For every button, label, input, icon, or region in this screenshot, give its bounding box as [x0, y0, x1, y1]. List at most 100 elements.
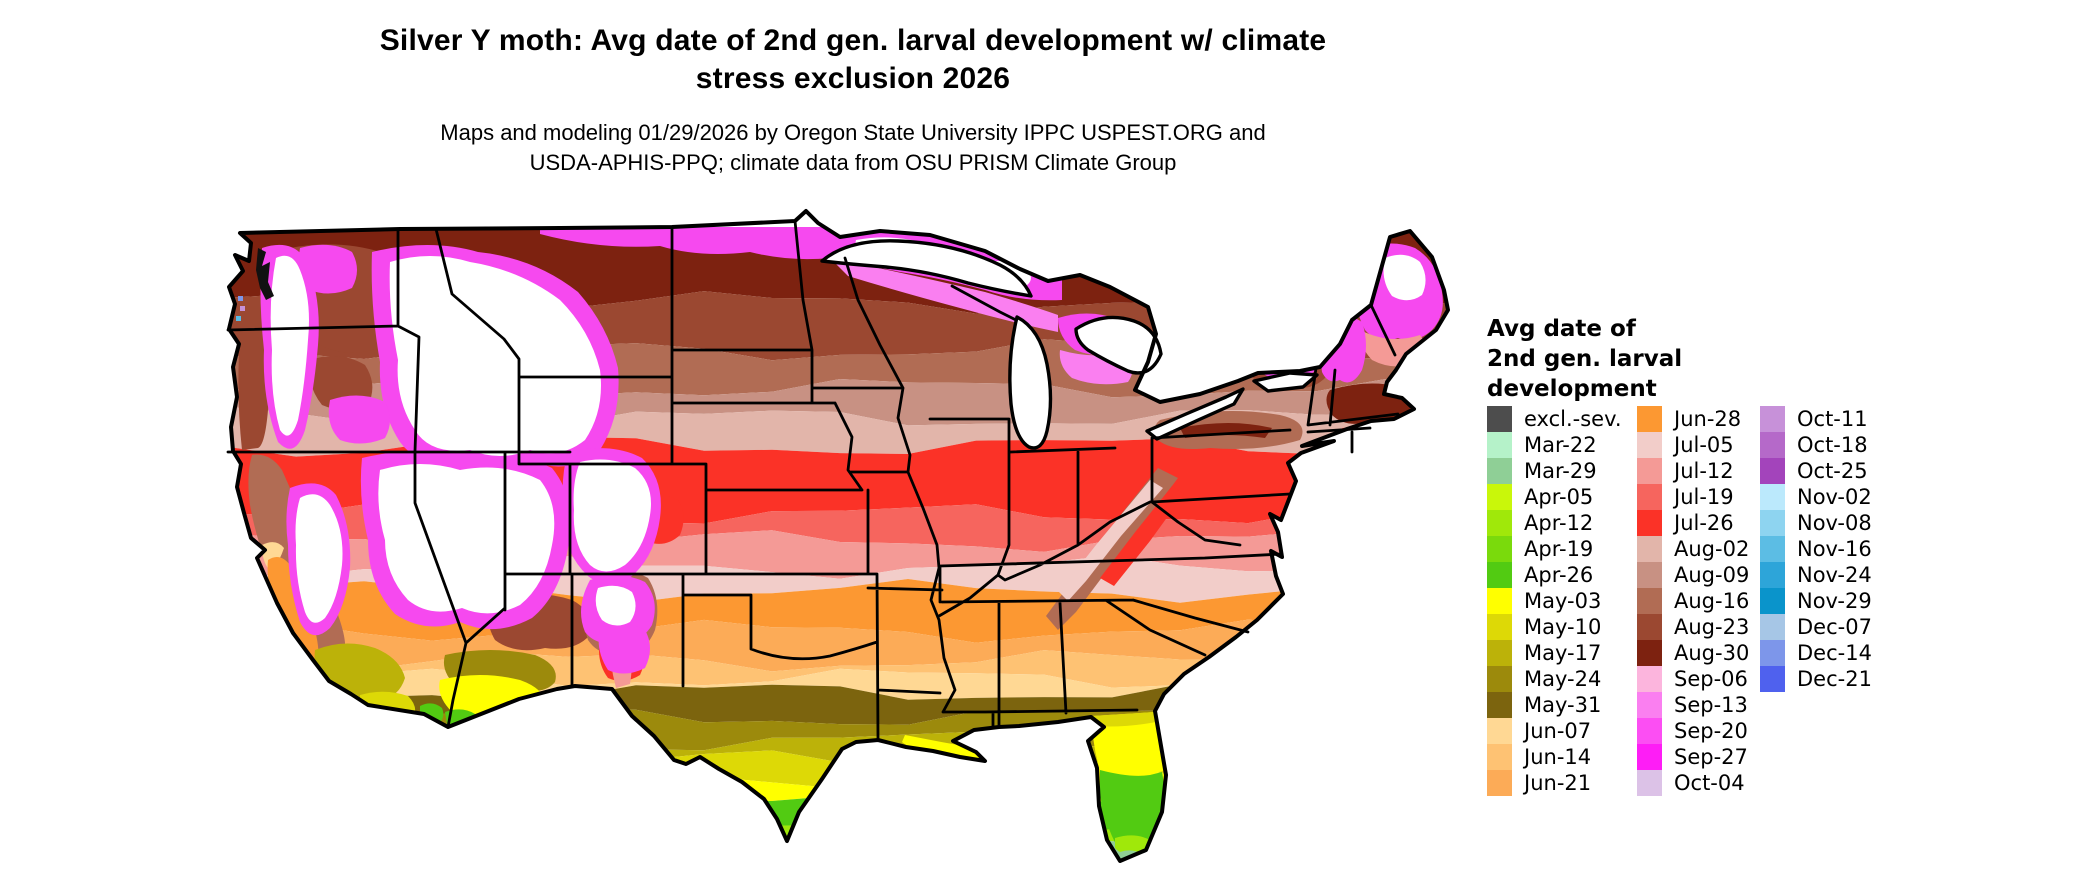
- legend-label: Aug-16: [1674, 589, 1750, 613]
- legend-row: Apr-26: [1487, 562, 1622, 588]
- legend-row: Nov-08: [1760, 510, 1872, 536]
- legend-label: excl.-sev.: [1524, 407, 1622, 431]
- legend-row: Nov-24: [1760, 562, 1872, 588]
- us-outline: [227, 209, 1450, 863]
- legend-row: Apr-19: [1487, 536, 1622, 562]
- legend-label: Dec-14: [1797, 641, 1872, 665]
- legend-label: Sep-06: [1674, 667, 1748, 691]
- map-band-Mar-29: [229, 835, 1448, 861]
- legend-color-swatch: [1487, 588, 1512, 614]
- legend-color-swatch: [1760, 562, 1785, 588]
- map-band-Apr-26: [229, 787, 1448, 841]
- legend-color-swatch: [1637, 484, 1662, 510]
- legend-color-swatch: [1487, 718, 1512, 744]
- legend-label: Jul-12: [1674, 459, 1734, 483]
- legend-row: Oct-11: [1760, 406, 1872, 432]
- legend-label: Dec-07: [1797, 615, 1872, 639]
- legend-color-swatch: [1637, 744, 1662, 770]
- legend-row: Aug-09: [1637, 562, 1749, 588]
- legend-color-swatch: [1487, 484, 1512, 510]
- legend-label: Jun-28: [1674, 407, 1742, 431]
- legend-row: Mar-29: [1487, 458, 1622, 484]
- legend-row: Nov-29: [1760, 588, 1872, 614]
- legend-color-swatch: [1487, 562, 1512, 588]
- legend-color-swatch: [1637, 588, 1662, 614]
- legend-row: Nov-02: [1760, 484, 1872, 510]
- legend-label: Jul-05: [1674, 433, 1734, 457]
- legend-column-3: Oct-11 Oct-18 Oct-25 Nov-02 Nov-08 Nov-16 Nov-…: [1760, 406, 1872, 692]
- legend-color-swatch: [1637, 692, 1662, 718]
- legend-color-swatch: [1637, 406, 1662, 432]
- legend-color-swatch: [1487, 536, 1512, 562]
- legend-label: May-31: [1524, 693, 1602, 717]
- legend-row: Jul-19: [1637, 484, 1749, 510]
- legend-color-swatch: [1487, 692, 1512, 718]
- legend-label: Oct-04: [1674, 771, 1745, 795]
- legend-color-swatch: [1487, 406, 1512, 432]
- legend-label: Oct-18: [1797, 433, 1868, 457]
- legend-row: May-10: [1487, 614, 1622, 640]
- page-title-line-1: Silver Y moth: Avg date of 2nd gen. larv…: [379, 24, 1327, 57]
- legend-label: Sep-13: [1674, 693, 1748, 717]
- page-title: Silver Y moth: Avg date of 2nd gen. larv…: [0, 22, 1706, 98]
- legend-label: Nov-02: [1797, 485, 1872, 509]
- legend-row: Oct-04: [1637, 770, 1749, 796]
- legend-row: Sep-06: [1637, 666, 1749, 692]
- page-subtitle-line-1: Maps and modeling 01/29/2026 by Oregon S…: [440, 120, 1266, 145]
- legend-label: Nov-29: [1797, 589, 1872, 613]
- legend-row: Jun-28: [1637, 406, 1749, 432]
- lake-superior: [820, 239, 1033, 298]
- legend-color-swatch: [1637, 718, 1662, 744]
- legend-label: Apr-26: [1524, 563, 1594, 587]
- puget-sound-water: [256, 248, 274, 300]
- legend-row: Jul-26: [1637, 510, 1749, 536]
- legend-label: May-17: [1524, 641, 1602, 665]
- legend-color-swatch: [1637, 666, 1662, 692]
- legend-label: Dec-21: [1797, 667, 1872, 691]
- lake-michigan: [1008, 315, 1053, 450]
- legend-column-2: Jun-28 Jul-05 Jul-12 Jul-19 Jul-26 Aug-02 Aug-…: [1637, 406, 1749, 796]
- legend-color-swatch: [1487, 666, 1512, 692]
- legend-row: Sep-13: [1637, 692, 1749, 718]
- great-lakes: [820, 239, 1319, 450]
- legend-label: Jun-21: [1524, 771, 1592, 795]
- legend-title: Avg date of 2nd gen. larval development: [1487, 314, 1747, 404]
- legend-title-line-1: Avg date of: [1487, 316, 1636, 342]
- legend-row: Apr-05: [1487, 484, 1622, 510]
- map-band-May-10: [229, 750, 1448, 789]
- page-title-line-2: stress exclusion 2026: [695, 62, 1011, 95]
- map-band-Apr-12: [229, 817, 1448, 858]
- legend-label: May-03: [1524, 589, 1602, 613]
- map-band-Jul-12: [229, 530, 1448, 579]
- page-subtitle-line-2: USDA-APHIS-PPQ; climate data from OSU PR…: [529, 150, 1177, 175]
- legend-label: Aug-02: [1674, 537, 1750, 561]
- legend-label: May-10: [1524, 615, 1602, 639]
- legend-label: Jun-14: [1524, 745, 1592, 769]
- legend-label: Aug-30: [1674, 641, 1750, 665]
- legend-row: Apr-12: [1487, 510, 1622, 536]
- legend-color-swatch: [1760, 406, 1785, 432]
- lake-ontario: [1252, 371, 1319, 393]
- legend-row: Oct-18: [1760, 432, 1872, 458]
- legend-label: Aug-23: [1674, 615, 1750, 639]
- legend-row: Jun-14: [1487, 744, 1622, 770]
- legend-row: Dec-07: [1760, 614, 1872, 640]
- legend-row: Sep-20: [1637, 718, 1749, 744]
- legend-label: Nov-08: [1797, 511, 1872, 535]
- legend-color-swatch: [1487, 640, 1512, 666]
- legend-label: Jul-19: [1674, 485, 1734, 509]
- legend-color-swatch: [1487, 744, 1512, 770]
- legend-label: Apr-19: [1524, 537, 1594, 561]
- legend-row: Jul-05: [1637, 432, 1749, 458]
- legend-row: Mar-22: [1487, 432, 1622, 458]
- legend-color-swatch: [1487, 770, 1512, 796]
- legend-label: Apr-12: [1524, 511, 1594, 535]
- legend-row: Jun-07: [1487, 718, 1622, 744]
- legend-row: Oct-25: [1760, 458, 1872, 484]
- legend-row: May-03: [1487, 588, 1622, 614]
- legend-label: Mar-29: [1524, 459, 1597, 483]
- legend-color-swatch: [1637, 640, 1662, 666]
- legend-color-swatch: [1760, 458, 1785, 484]
- legend-label: Jun-07: [1524, 719, 1592, 743]
